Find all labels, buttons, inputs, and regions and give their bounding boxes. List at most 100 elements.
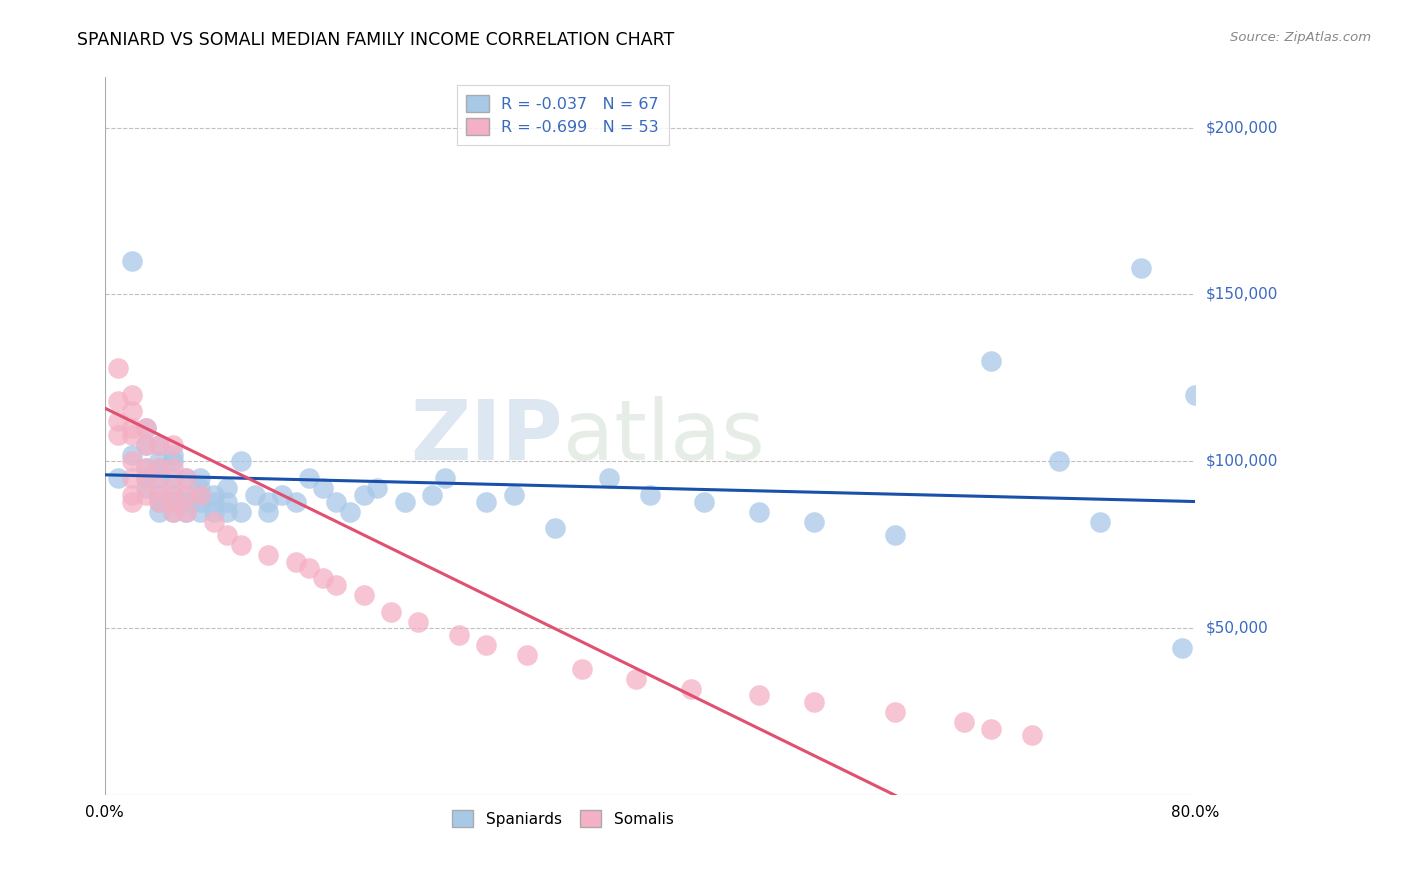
Point — [121, 427, 143, 442]
Point — [543, 521, 565, 535]
Point — [121, 387, 143, 401]
Point — [188, 471, 211, 485]
Point — [270, 488, 292, 502]
Point — [121, 471, 143, 485]
Point — [135, 471, 157, 485]
Point — [107, 394, 129, 409]
Point — [980, 354, 1002, 368]
Point — [162, 454, 184, 468]
Point — [626, 672, 648, 686]
Text: SPANIARD VS SOMALI MEDIAN FAMILY INCOME CORRELATION CHART: SPANIARD VS SOMALI MEDIAN FAMILY INCOME … — [77, 31, 675, 49]
Point — [229, 454, 252, 468]
Point — [162, 481, 184, 495]
Point — [202, 504, 225, 518]
Point — [475, 638, 498, 652]
Point — [884, 528, 907, 542]
Text: atlas: atlas — [562, 396, 765, 477]
Point — [325, 578, 347, 592]
Point — [135, 421, 157, 435]
Point — [1170, 641, 1192, 656]
Point — [162, 438, 184, 452]
Point — [229, 504, 252, 518]
Point — [298, 471, 321, 485]
Point — [884, 705, 907, 719]
Point — [298, 561, 321, 575]
Point — [748, 504, 770, 518]
Text: $200,000: $200,000 — [1206, 120, 1278, 135]
Point — [176, 504, 198, 518]
Point — [571, 661, 593, 675]
Point — [162, 504, 184, 518]
Point — [162, 494, 184, 508]
Point — [284, 555, 307, 569]
Point — [693, 494, 716, 508]
Point — [135, 421, 157, 435]
Point — [1088, 515, 1111, 529]
Point — [502, 488, 524, 502]
Point — [135, 481, 157, 495]
Text: Source: ZipAtlas.com: Source: ZipAtlas.com — [1230, 31, 1371, 45]
Point — [312, 571, 335, 585]
Point — [366, 481, 388, 495]
Point — [107, 361, 129, 376]
Point — [434, 471, 457, 485]
Point — [202, 494, 225, 508]
Point — [217, 494, 239, 508]
Point — [257, 548, 280, 562]
Point — [135, 438, 157, 452]
Point — [449, 628, 471, 642]
Point — [121, 404, 143, 418]
Point — [803, 695, 825, 709]
Point — [380, 605, 402, 619]
Point — [188, 494, 211, 508]
Point — [176, 471, 198, 485]
Point — [980, 722, 1002, 736]
Point — [1021, 728, 1043, 742]
Point — [217, 504, 239, 518]
Point — [217, 528, 239, 542]
Point — [162, 461, 184, 475]
Point — [162, 471, 184, 485]
Point — [148, 461, 170, 475]
Point — [420, 488, 443, 502]
Text: ZIP: ZIP — [411, 396, 562, 477]
Point — [188, 488, 211, 502]
Point — [176, 471, 198, 485]
Point — [748, 688, 770, 702]
Point — [284, 494, 307, 508]
Legend: Spaniards, Somalis: Spaniards, Somalis — [444, 803, 681, 834]
Point — [257, 504, 280, 518]
Point — [176, 488, 198, 502]
Point — [148, 504, 170, 518]
Text: $100,000: $100,000 — [1206, 454, 1278, 469]
Point — [107, 471, 129, 485]
Point — [598, 471, 620, 485]
Point — [148, 461, 170, 475]
Point — [148, 454, 170, 468]
Point — [135, 461, 157, 475]
Point — [162, 504, 184, 518]
Point — [162, 448, 184, 462]
Point — [188, 504, 211, 518]
Point — [952, 714, 974, 729]
Point — [1129, 260, 1152, 275]
Point — [188, 488, 211, 502]
Point — [135, 461, 157, 475]
Point — [176, 488, 198, 502]
Point — [312, 481, 335, 495]
Point — [121, 448, 143, 462]
Point — [148, 438, 170, 452]
Point — [121, 488, 143, 502]
Point — [229, 538, 252, 552]
Point — [135, 471, 157, 485]
Point — [121, 254, 143, 268]
Point — [148, 438, 170, 452]
Point — [394, 494, 416, 508]
Point — [148, 471, 170, 485]
Point — [257, 494, 280, 508]
Point — [325, 494, 347, 508]
Point — [202, 515, 225, 529]
Point — [162, 494, 184, 508]
Point — [148, 494, 170, 508]
Point — [679, 681, 702, 696]
